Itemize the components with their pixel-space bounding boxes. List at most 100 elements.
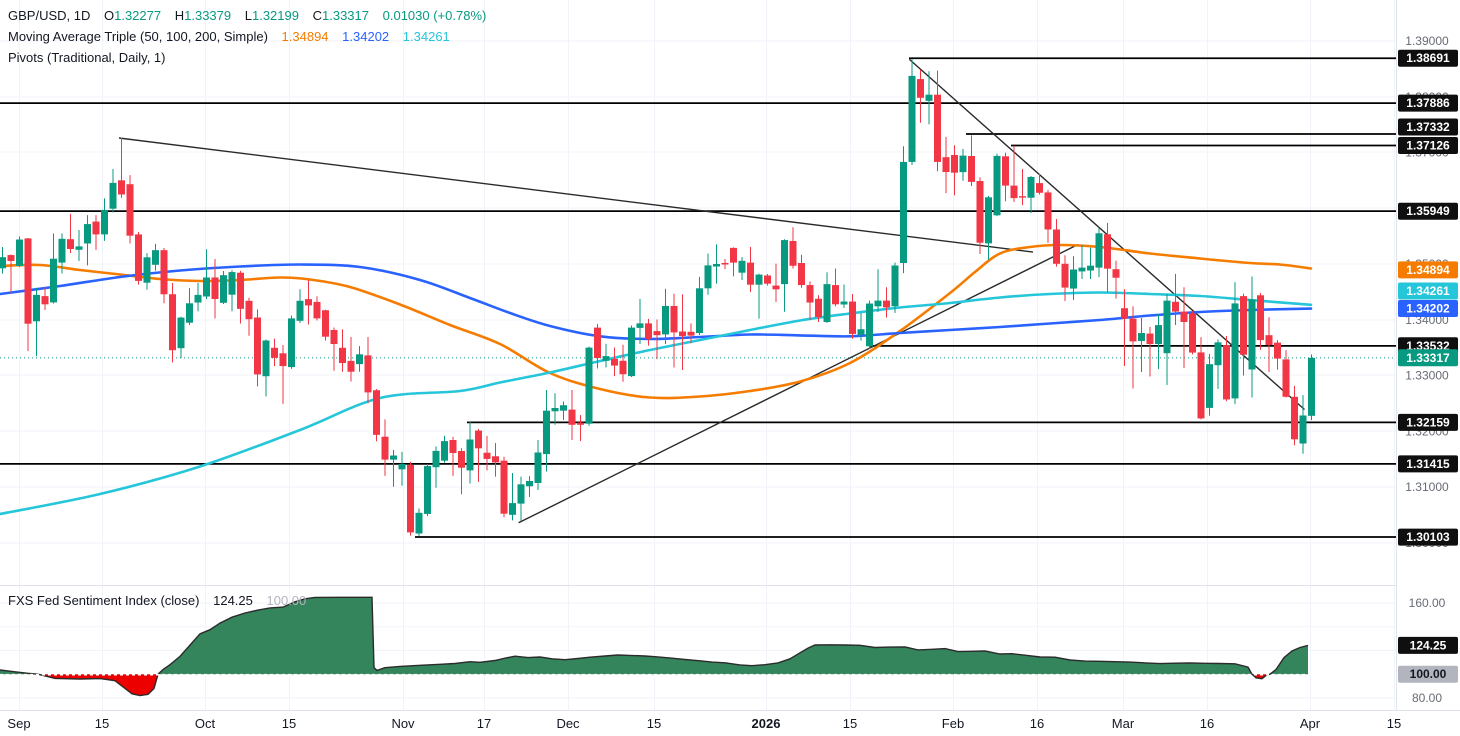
candle-body — [832, 285, 839, 305]
candle-body — [415, 512, 423, 534]
candle-body — [1036, 183, 1043, 193]
candle-body — [1180, 311, 1188, 322]
sentiment-line[interactable] — [0, 596, 1309, 697]
candle-body — [296, 300, 304, 321]
candle-body — [1095, 233, 1103, 268]
time-axis-label: Oct — [195, 716, 216, 731]
price-axis-badge — [1398, 413, 1458, 431]
candle-body — [560, 405, 567, 411]
candle-body — [279, 353, 287, 367]
candle-body — [1257, 295, 1264, 341]
price-axis[interactable]: 1.390001.380001.370001.360001.350001.340… — [1396, 0, 1460, 710]
ma-line-sma-200[interactable] — [0, 291, 1313, 516]
candle-body — [1214, 342, 1222, 366]
symbol-legend[interactable]: GBP/USD, 1D O1.32277 H1.33379 L1.32199 C… — [8, 9, 486, 22]
candle-body — [1299, 415, 1307, 444]
candle-body — [262, 340, 270, 377]
sentiment-indicator-title[interactable]: FXS Fed Sentiment Index (close) — [8, 593, 200, 608]
ma-indicator-legend[interactable]: Moving Average Triple (50, 100, 200, Sim… — [8, 30, 450, 43]
time-axis[interactable]: Sep 15 Oct 15 Nov 17 Dec 15 2026 15 Feb 16 Mar 16 Apr 1… — [0, 710, 1460, 736]
trend-line[interactable] — [518, 243, 1079, 524]
price-axis-badge-label: 1.37886 — [1406, 96, 1450, 110]
candle-body — [492, 456, 499, 463]
candle-body — [313, 301, 321, 319]
candle-body — [645, 323, 652, 339]
candle-body — [41, 296, 49, 305]
candle-body — [823, 284, 831, 322]
price-axis-badge-label: 124.25 — [1410, 638, 1447, 652]
candle-body — [1282, 359, 1290, 397]
candle-body — [891, 265, 899, 307]
ma200-value: 1.34261 — [402, 29, 450, 44]
candle-body — [356, 354, 363, 365]
ma-line-sma-100[interactable] — [0, 263, 1313, 341]
ohlc-high-value: 1.33379 — [184, 8, 232, 23]
candle-body — [330, 330, 338, 345]
time-axis-label: 15 — [647, 716, 661, 731]
candle-body — [126, 184, 134, 236]
ohlc-low-value: 1.32199 — [251, 8, 299, 23]
symbol-title[interactable]: GBP/USD, 1D — [8, 8, 91, 23]
candle-body — [152, 250, 159, 265]
price-axis-badge — [1398, 137, 1458, 154]
candle-body — [1223, 345, 1230, 400]
sentiment-baseline-value: 100.00 — [266, 593, 307, 608]
pivots-indicator-legend[interactable]: Pivots (Traditional, Daily, 1) — [8, 51, 166, 64]
sentiment-indicator-legend[interactable]: FXS Fed Sentiment Index (close) 124.25 1… — [8, 594, 306, 607]
candle-body — [7, 255, 15, 261]
candle-body — [398, 463, 406, 470]
candle-body — [993, 155, 1001, 216]
time-axis-label: Feb — [942, 716, 964, 731]
change-value: 0.01030 (+0.78%) — [382, 8, 487, 23]
candle-body — [619, 360, 627, 375]
price-axis-badge-label: 1.37126 — [1406, 139, 1450, 153]
candle-body — [789, 240, 797, 266]
time-axis-label: 15 — [95, 716, 109, 731]
price-axis-badge-label: 1.31415 — [1406, 457, 1450, 471]
candle-body — [16, 239, 23, 267]
pivots-indicator-title[interactable]: Pivots (Traditional, Daily, 1) — [8, 50, 166, 65]
ma-indicator-title[interactable]: Moving Average Triple (50, 100, 200, Sim… — [8, 29, 268, 44]
price-axis-badge — [1398, 202, 1458, 220]
candle-body — [585, 347, 593, 424]
candle-body — [186, 303, 193, 323]
candle-body — [160, 250, 168, 295]
price-axis-badge — [1398, 665, 1458, 683]
time-axis-bg[interactable] — [0, 710, 1460, 736]
candle-body — [50, 258, 57, 303]
candle-body — [704, 265, 712, 289]
candle-body — [874, 300, 882, 307]
candle-body — [169, 294, 176, 351]
candle-body — [449, 440, 457, 453]
time-axis-label: 16 — [1030, 716, 1044, 731]
candle-body — [347, 360, 355, 372]
price-axis-badge-label: 1.38691 — [1406, 51, 1450, 65]
candle-body — [1121, 308, 1128, 319]
trend-line[interactable] — [118, 137, 1034, 253]
candle-body — [1189, 313, 1196, 353]
price-axis-badge — [1398, 636, 1458, 654]
candle-body — [1078, 267, 1086, 272]
candle-body — [177, 317, 185, 349]
candle-body — [1002, 156, 1009, 186]
candle-body — [101, 209, 108, 235]
candle-body — [245, 300, 253, 320]
candles[interactable] — [0, 59, 1315, 537]
candle-body — [636, 323, 644, 328]
candle-body — [466, 439, 474, 471]
sentiment-area — [0, 596, 1311, 697]
trend-lines — [118, 58, 1305, 524]
sentiment-area-positive — [0, 597, 1308, 675]
candle-body — [925, 94, 933, 101]
candle-body — [432, 450, 440, 468]
candle-body — [968, 156, 975, 182]
candle-body — [305, 299, 312, 306]
price-axis-badge-label: 1.35949 — [1406, 204, 1450, 218]
candle-body — [1027, 176, 1035, 198]
price-axis-label: 1.39000 — [1405, 34, 1449, 48]
candle-body — [1231, 303, 1239, 399]
candle-body — [24, 238, 32, 324]
candle-body — [526, 480, 533, 487]
candle-body — [1138, 333, 1145, 341]
